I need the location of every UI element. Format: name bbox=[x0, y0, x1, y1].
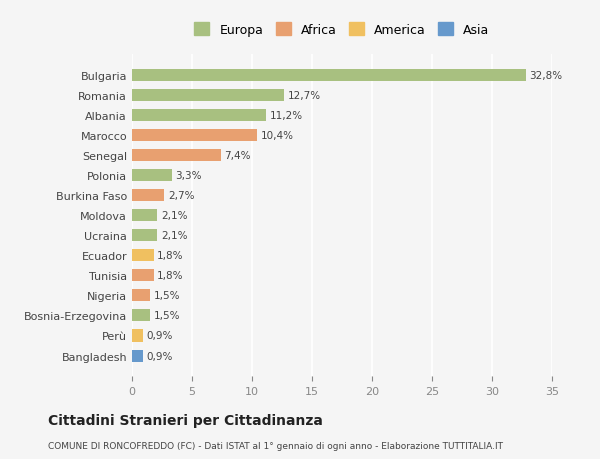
Text: 0,9%: 0,9% bbox=[146, 351, 173, 361]
Text: 2,1%: 2,1% bbox=[161, 211, 187, 221]
Text: 1,8%: 1,8% bbox=[157, 251, 184, 261]
Bar bbox=[132, 90, 284, 102]
Bar bbox=[132, 170, 172, 182]
Text: 2,1%: 2,1% bbox=[161, 231, 187, 241]
Text: 32,8%: 32,8% bbox=[529, 71, 562, 81]
Text: Cittadini Stranieri per Cittadinanza: Cittadini Stranieri per Cittadinanza bbox=[48, 413, 323, 427]
Bar bbox=[132, 290, 150, 302]
Text: 1,5%: 1,5% bbox=[154, 311, 180, 321]
Text: 3,3%: 3,3% bbox=[175, 171, 202, 181]
Legend: Europa, Africa, America, Asia: Europa, Africa, America, Asia bbox=[191, 20, 493, 41]
Text: 1,8%: 1,8% bbox=[157, 271, 184, 281]
Text: 10,4%: 10,4% bbox=[260, 131, 293, 141]
Bar bbox=[132, 350, 143, 362]
Text: 0,9%: 0,9% bbox=[146, 331, 173, 341]
Bar bbox=[132, 270, 154, 282]
Bar bbox=[132, 330, 143, 342]
Text: COMUNE DI RONCOFREDDO (FC) - Dati ISTAT al 1° gennaio di ogni anno - Elaborazion: COMUNE DI RONCOFREDDO (FC) - Dati ISTAT … bbox=[48, 441, 503, 450]
Text: 1,5%: 1,5% bbox=[154, 291, 180, 301]
Text: 7,4%: 7,4% bbox=[224, 151, 251, 161]
Text: 12,7%: 12,7% bbox=[288, 91, 321, 101]
Bar bbox=[132, 130, 257, 142]
Bar bbox=[132, 230, 157, 242]
Bar bbox=[132, 190, 164, 202]
Bar bbox=[132, 70, 526, 82]
Bar bbox=[132, 210, 157, 222]
Text: 11,2%: 11,2% bbox=[270, 111, 303, 121]
Bar bbox=[132, 310, 150, 322]
Bar bbox=[132, 150, 221, 162]
Text: 2,7%: 2,7% bbox=[168, 191, 194, 201]
Bar bbox=[132, 250, 154, 262]
Bar bbox=[132, 110, 266, 122]
